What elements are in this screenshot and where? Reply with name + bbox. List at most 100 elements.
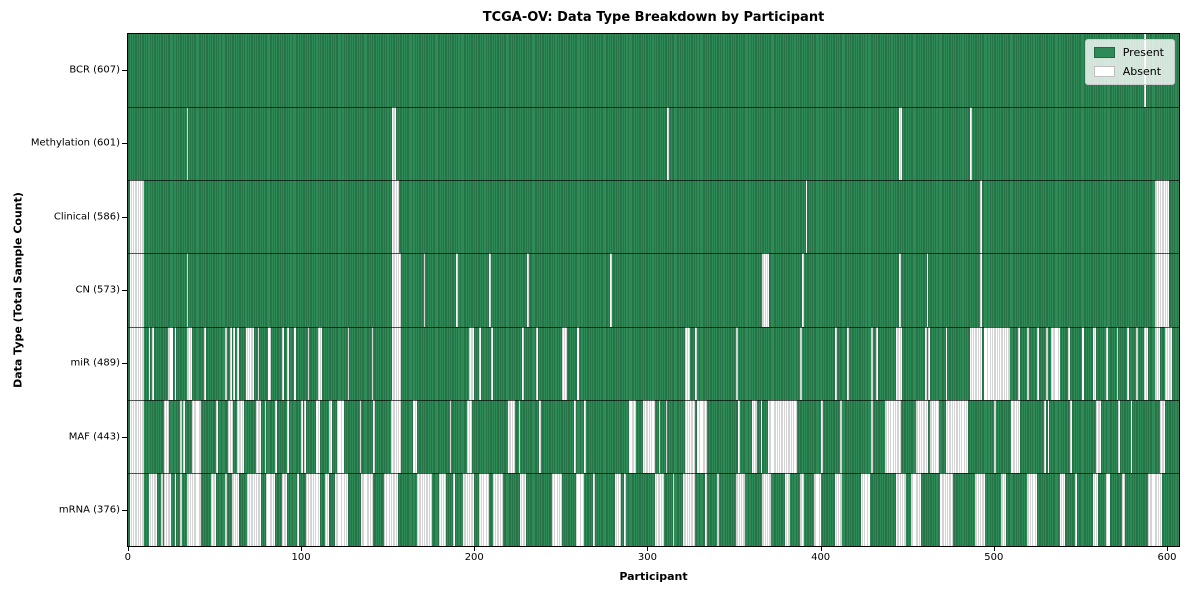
absent-stripe: [129, 472, 144, 546]
absent-stripe: [885, 399, 901, 473]
absent-stripe: [287, 399, 289, 473]
y-axis-label: Data Type (Total Sample Count): [11, 192, 25, 388]
absent-stripe: [160, 472, 163, 546]
xtick-mark: [1167, 547, 1168, 551]
absent-stripe: [898, 107, 903, 181]
absent-stripe: [293, 326, 296, 400]
row-BCR: [128, 34, 1179, 108]
absent-stripe: [658, 399, 661, 473]
absent-stripe: [392, 180, 400, 254]
absent-stripe: [216, 399, 218, 473]
absent-stripe: [1096, 399, 1102, 473]
absent-stripe: [736, 326, 739, 400]
absent-stripe: [983, 326, 1010, 400]
absent-stripe: [667, 107, 670, 181]
absent-stripe: [148, 472, 158, 546]
absent-stripe: [860, 472, 870, 546]
absent-stripe: [179, 472, 182, 546]
absent-stripe: [520, 472, 526, 546]
plot-area: Present Absent: [127, 33, 1180, 547]
absent-stripe: [684, 326, 690, 400]
absent-stripe: [1144, 326, 1148, 400]
ytick-mark: [122, 436, 127, 438]
absent-stripe: [371, 326, 374, 400]
ytick-label-Clinical: Clinical (586): [53, 211, 120, 223]
absent-stripe: [805, 180, 808, 254]
absent-stripe: [281, 472, 288, 546]
absent-stripe: [287, 326, 289, 400]
xtick-label-0: 0: [124, 552, 132, 563]
xtick-label-100: 100: [291, 552, 311, 563]
absent-stripe: [186, 253, 189, 327]
absent-stripe: [152, 326, 154, 400]
absent-stripe: [392, 253, 402, 327]
absent-stripe: [535, 326, 538, 400]
ytick-mark: [122, 69, 127, 71]
absent-stripe: [969, 107, 972, 181]
x-axis-label: Participant: [619, 570, 688, 583]
absent-stripe: [373, 399, 376, 473]
absent-stripe: [969, 326, 982, 400]
absent-stripe: [257, 326, 260, 400]
absent-stripe: [491, 326, 493, 400]
absent-stripe: [895, 326, 903, 400]
absent-stripe: [247, 472, 262, 546]
absent-stripe: [224, 472, 227, 546]
absent-stripe: [164, 399, 170, 473]
absent-stripe: [449, 399, 452, 473]
absent-stripe: [174, 326, 177, 400]
absent-stripe: [1106, 472, 1110, 546]
absent-stripe: [694, 326, 697, 400]
absent-stripe: [274, 399, 277, 473]
ytick-label-Methylation: Methylation (601): [30, 137, 120, 149]
xtick-mark: [127, 547, 129, 551]
rows-container: [128, 34, 1179, 546]
absent-stripe: [1037, 326, 1039, 400]
absent-stripe: [980, 180, 982, 254]
row-Methylation: [128, 107, 1179, 181]
absent-stripe: [300, 399, 303, 473]
absent-stripe: [129, 399, 144, 473]
absent-stripe: [584, 399, 587, 473]
ytick-label-CN: CN (573): [75, 284, 120, 296]
absent-stripe: [840, 399, 842, 473]
absent-stripe: [164, 472, 172, 546]
absent-stripe: [672, 472, 675, 546]
absent-stripe: [924, 326, 927, 400]
absent-stripe: [304, 399, 307, 473]
absent-stripe: [463, 472, 474, 546]
absent-stripe: [784, 472, 791, 546]
absent-stripe: [835, 326, 837, 400]
absent-stripe: [347, 326, 350, 400]
ytick-mark: [122, 290, 127, 291]
absent-stripe: [682, 472, 695, 546]
absent-stripe: [307, 326, 310, 400]
absent-stripe: [337, 399, 345, 473]
absent-stripe: [814, 472, 822, 546]
absent-stripe: [392, 107, 396, 181]
xtick-mark: [820, 547, 822, 551]
absent-stripe: [416, 472, 433, 546]
absent-stripe: [478, 326, 481, 400]
absent-stripe: [245, 326, 255, 400]
absent-stripe: [466, 399, 472, 473]
absent-stripe: [167, 326, 173, 400]
absent-stripe: [236, 326, 239, 400]
absent-stripe: [615, 472, 621, 546]
absent-stripe: [762, 253, 770, 327]
absent-stripe: [1092, 472, 1098, 546]
absent-stripe: [335, 472, 348, 546]
absent-stripe: [306, 472, 320, 546]
absent-stripe: [1116, 326, 1119, 400]
absent-stripe: [665, 399, 668, 473]
absent-stripe: [705, 472, 708, 546]
row-Clinical: [128, 180, 1179, 254]
absent-stripe: [210, 472, 217, 546]
absent-stripe: [1121, 472, 1126, 546]
absent-stripe: [717, 472, 720, 546]
absent-stripe: [231, 472, 239, 546]
absent-stripe: [1075, 472, 1077, 546]
absent-stripe: [911, 472, 922, 546]
absent-stripe: [1000, 472, 1007, 546]
